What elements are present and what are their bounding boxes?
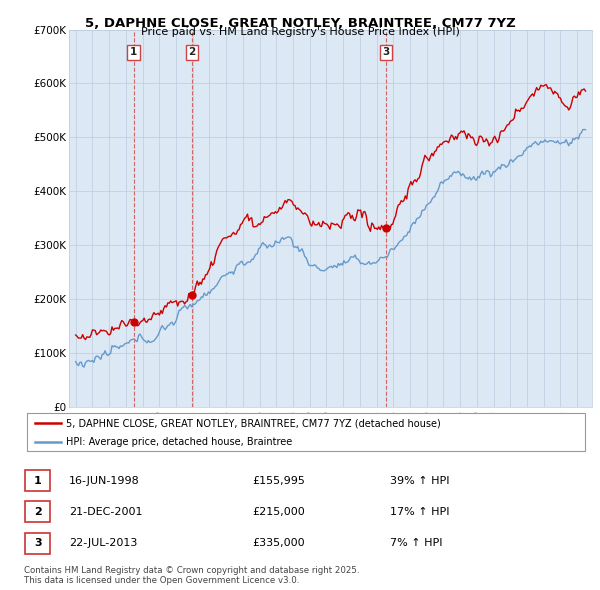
Text: Price paid vs. HM Land Registry's House Price Index (HPI): Price paid vs. HM Land Registry's House … [140,27,460,37]
FancyBboxPatch shape [27,414,585,451]
FancyBboxPatch shape [25,533,50,554]
Text: £335,000: £335,000 [252,539,305,548]
Text: 2: 2 [34,507,41,516]
Text: 1: 1 [34,476,41,486]
Point [187,290,197,300]
FancyBboxPatch shape [25,470,50,491]
Text: 39% ↑ HPI: 39% ↑ HPI [390,476,449,486]
Point [129,317,139,326]
Text: 5, DAPHNE CLOSE, GREAT NOTLEY, BRAINTREE, CM77 7YZ: 5, DAPHNE CLOSE, GREAT NOTLEY, BRAINTREE… [85,17,515,30]
Text: 7% ↑ HPI: 7% ↑ HPI [390,539,443,548]
Text: 17% ↑ HPI: 17% ↑ HPI [390,507,449,516]
Text: £215,000: £215,000 [252,507,305,516]
Text: 21-DEC-2001: 21-DEC-2001 [69,507,143,516]
FancyBboxPatch shape [25,501,50,522]
Text: This data is licensed under the Open Government Licence v3.0.: This data is licensed under the Open Gov… [24,576,299,585]
Text: 3: 3 [34,539,41,548]
Text: 3: 3 [382,47,389,57]
Text: 1: 1 [130,47,137,57]
Text: HPI: Average price, detached house, Braintree: HPI: Average price, detached house, Brai… [66,437,293,447]
Text: £155,995: £155,995 [252,476,305,486]
Text: Contains HM Land Registry data © Crown copyright and database right 2025.: Contains HM Land Registry data © Crown c… [24,566,359,575]
Point [381,223,391,232]
Text: 5, DAPHNE CLOSE, GREAT NOTLEY, BRAINTREE, CM77 7YZ (detached house): 5, DAPHNE CLOSE, GREAT NOTLEY, BRAINTREE… [66,418,441,428]
Text: 16-JUN-1998: 16-JUN-1998 [69,476,140,486]
Text: 2: 2 [188,47,196,57]
Text: 22-JUL-2013: 22-JUL-2013 [69,539,137,548]
